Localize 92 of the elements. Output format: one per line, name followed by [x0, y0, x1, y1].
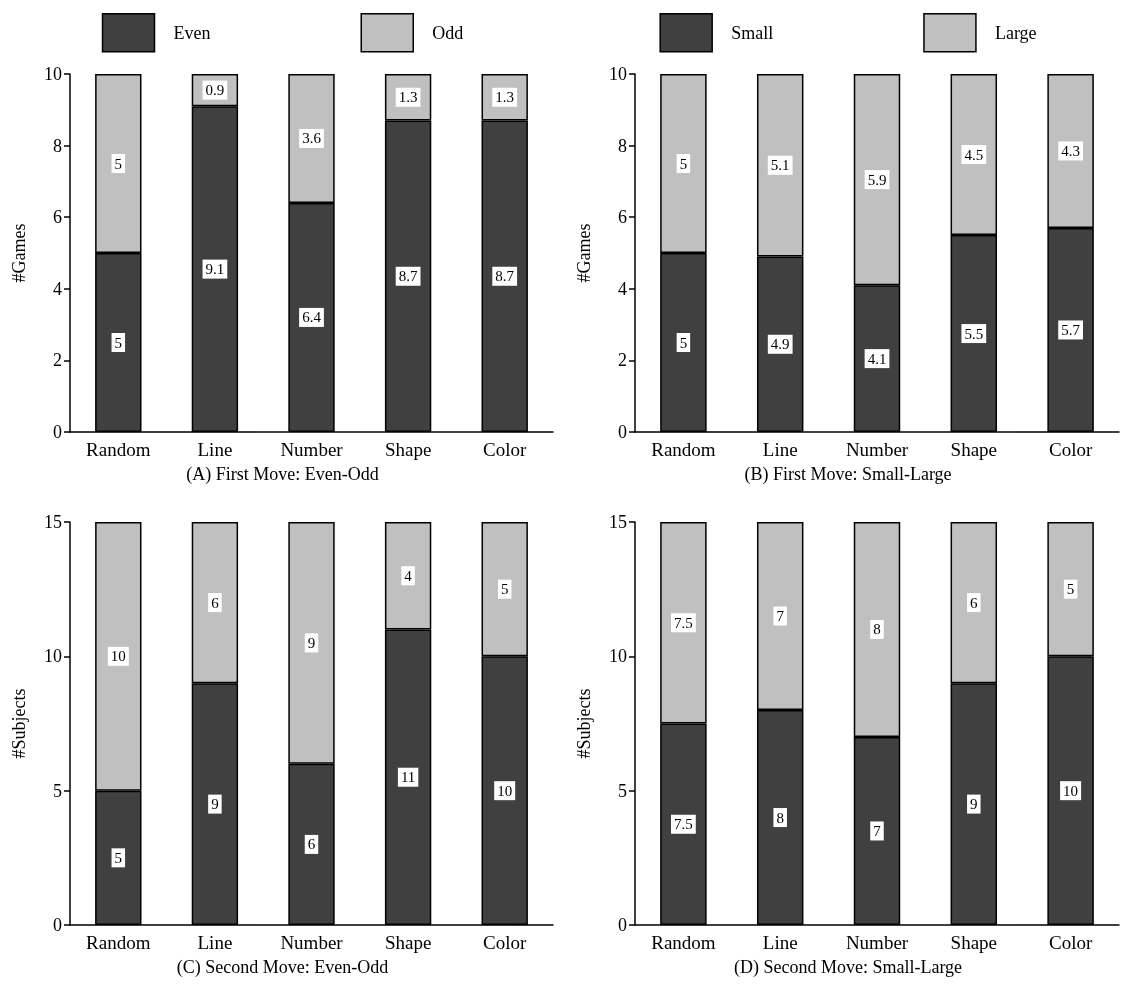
text: (A) First Move: Even-Odd	[186, 464, 379, 485]
y-tick-label: 5	[618, 780, 627, 801]
data-label: 1.3	[398, 89, 418, 106]
y-tick-label: 0	[53, 422, 62, 442]
y-axis-title: #Games	[574, 223, 594, 283]
y-axis-title: #Games	[9, 223, 29, 283]
x-tick-label: Number	[280, 439, 344, 460]
text: (D) Second Move: Small-Large	[733, 957, 963, 978]
x-tick-label: Random	[86, 439, 151, 460]
data-label: 5	[1066, 581, 1075, 598]
data-label: 4	[404, 567, 413, 584]
y-tick-label: 2	[618, 350, 627, 371]
x-tick-label: Random	[651, 439, 716, 460]
x-tick-label: Shape	[950, 439, 998, 460]
data-label: 5.1	[770, 157, 790, 174]
y-tick-label: 10	[609, 64, 627, 84]
x-tick-label: Line	[762, 932, 798, 953]
y-tick-label: 15	[609, 512, 627, 532]
data-label: 5	[679, 155, 688, 172]
y-tick-label: 0	[618, 422, 627, 442]
legend-label: Large	[994, 22, 1037, 43]
data-label: 5	[679, 334, 688, 351]
data-label: 11	[400, 769, 416, 786]
data-label: 8.7	[398, 268, 418, 285]
y-tick-label: 10	[44, 64, 62, 84]
y-axis-title: #Subjects	[574, 688, 594, 759]
data-label: 6	[307, 836, 316, 853]
y-axis-title: #Subjects	[9, 688, 29, 759]
data-label: 7	[873, 822, 882, 839]
data-label: 7	[776, 608, 785, 625]
data-label: 9.1	[205, 261, 225, 278]
x-tick-label: Line	[197, 439, 233, 460]
data-label: 5.5	[964, 325, 984, 342]
text: (C) Second Move: Even-Odd	[176, 957, 389, 978]
x-tick-label: Shape	[384, 439, 432, 460]
data-label: 6.4	[302, 309, 322, 326]
x-tick-label: Color	[483, 439, 528, 460]
x-tick-label: Color	[483, 932, 528, 953]
x-tick-label: Shape	[384, 932, 432, 953]
y-tick-label: 2	[53, 350, 62, 371]
data-label: 8	[776, 809, 784, 826]
data-label: 3.6	[302, 130, 322, 147]
y-tick-label: 8	[618, 135, 627, 156]
y-tick-label: 10	[44, 646, 62, 667]
data-label: 4.9	[770, 336, 790, 353]
data-label: 10	[110, 648, 126, 665]
y-tick-label: 5	[53, 780, 62, 801]
data-label: 6	[970, 594, 979, 611]
data-label: 7.5	[674, 816, 693, 833]
text: (B) First Move: Small-Large	[744, 464, 952, 485]
data-label: 1.3	[495, 89, 515, 106]
x-tick-label: Random	[651, 932, 716, 953]
y-tick-label: 4	[618, 278, 627, 299]
data-label: 10	[1063, 782, 1079, 799]
data-label: 4.3	[1061, 142, 1080, 159]
data-label: 8	[873, 621, 881, 638]
x-tick-label: Shape	[950, 932, 998, 953]
data-label: 7.5	[674, 614, 693, 631]
x-tick-label: Line	[762, 439, 798, 460]
x-tick-label: Color	[1048, 932, 1093, 953]
y-tick-label: 0	[53, 915, 62, 935]
x-tick-label: Number	[280, 932, 344, 953]
y-tick-label: 6	[618, 207, 627, 228]
legend-label: Small	[731, 22, 774, 43]
y-tick-label: 6	[53, 207, 62, 228]
y-tick-label: 0	[618, 915, 627, 935]
data-label: 8.7	[495, 268, 515, 285]
data-label: 5	[114, 849, 123, 866]
x-tick-label: Random	[86, 932, 151, 953]
x-tick-label: Line	[197, 932, 233, 953]
y-tick-label: 4	[53, 278, 62, 299]
data-label: 4.1	[867, 350, 887, 367]
y-tick-label: 10	[609, 646, 627, 667]
data-label: 5	[500, 581, 509, 598]
legend-label: Odd	[432, 22, 464, 43]
data-label: 9	[211, 796, 219, 813]
data-label: 5.7	[1061, 321, 1081, 338]
data-label: 6	[211, 594, 220, 611]
y-tick-label: 15	[44, 512, 62, 532]
legend-label: Even	[173, 22, 211, 43]
data-label: 9	[307, 634, 316, 651]
data-label: 5.9	[867, 171, 887, 188]
data-label: 0.9	[205, 82, 225, 99]
data-label: 5	[114, 155, 123, 172]
data-label: 10	[497, 782, 513, 799]
x-tick-label: Color	[1048, 439, 1093, 460]
data-label: 4.5	[964, 146, 984, 163]
data-label: 5	[114, 334, 123, 351]
x-tick-label: Number	[845, 439, 909, 460]
y-tick-label: 8	[53, 135, 62, 156]
x-tick-label: Number	[845, 932, 909, 953]
data-label: 9	[970, 796, 978, 813]
